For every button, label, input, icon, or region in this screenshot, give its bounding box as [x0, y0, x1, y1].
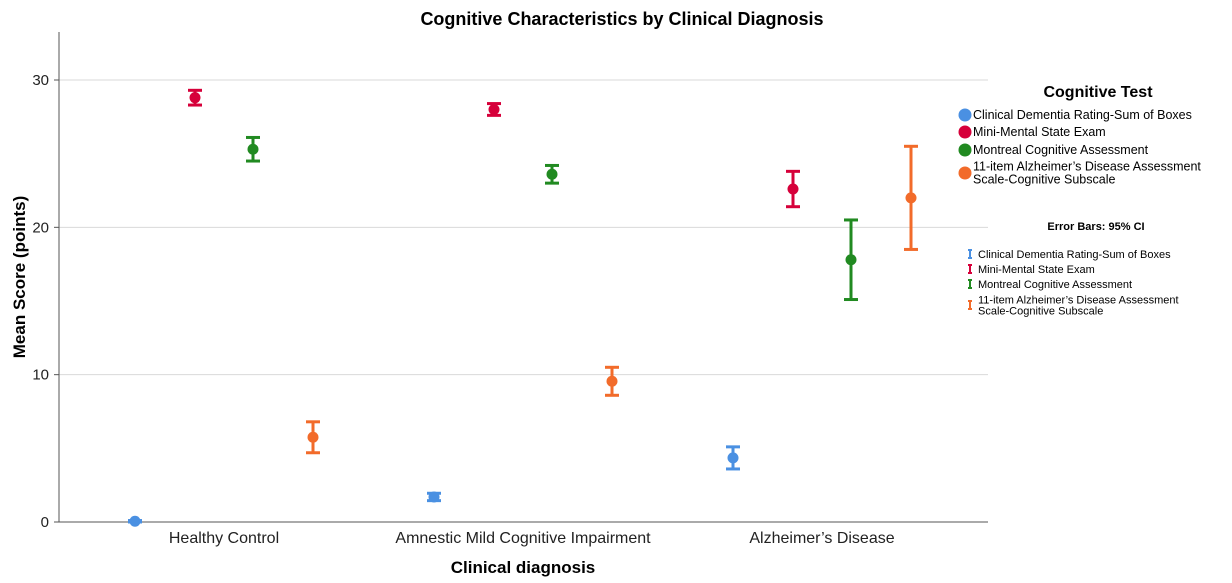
legend-label: Scale-Cognitive Subscale — [973, 173, 1115, 187]
y-axis-title: Mean Score (points) — [10, 196, 29, 358]
legend-label: Montreal Cognitive Assessment — [973, 143, 1149, 157]
series-0-point-1 — [427, 491, 441, 503]
legend-title: Cognitive Test — [1043, 84, 1153, 101]
legend-items: Clinical Dementia Rating-Sum of Boxes Min… — [958, 108, 1201, 187]
legend-item-0: Clinical Dementia Rating-Sum of Boxes — [958, 108, 1192, 122]
series-3-point-2 — [904, 144, 918, 251]
legend-label: Clinical Dementia Rating-Sum of Boxes — [973, 108, 1192, 122]
data-point — [606, 375, 618, 387]
x-axis-title: Clinical diagnosis — [451, 558, 596, 577]
y-tick-label: 0 — [41, 514, 49, 531]
data-point — [307, 431, 319, 443]
series-2-point-0 — [246, 135, 260, 163]
error-bar-legend-items: Clinical Dementia Rating-Sum of Boxes Min… — [968, 249, 1179, 318]
x-category-label: Alzheimer’s Disease — [749, 530, 894, 547]
x-category-label: Amnestic Mild Cognitive Impairment — [395, 530, 651, 547]
data-point — [905, 192, 917, 204]
grid-lines — [59, 79, 988, 376]
error-legend-item-0: Clinical Dementia Rating-Sum of Boxes — [968, 249, 1171, 261]
error-legend-item-1: Mini-Mental State Exam — [968, 264, 1095, 276]
error-legend-label: Scale-Cognitive Subscale — [978, 306, 1103, 318]
series-0-point-2 — [726, 445, 740, 471]
series-1-point-2 — [786, 169, 800, 209]
y-tick-label: 20 — [32, 219, 49, 236]
legend-marker — [958, 166, 972, 180]
error-legend-item-2: Montreal Cognitive Assessment — [968, 279, 1132, 291]
error-legend-item-3: 11-item Alzheimer’s Disease AssessmentSc… — [968, 295, 1179, 318]
data-point — [488, 103, 500, 115]
series-3-point-0 — [306, 420, 320, 455]
legend-marker — [958, 143, 972, 157]
series-1-point-0 — [188, 88, 202, 107]
error-legend-label: 11-item Alzheimer’s Disease Assessment — [978, 295, 1179, 307]
series-1-point-1 — [487, 102, 501, 117]
legend-label: Mini-Mental State Exam — [973, 125, 1106, 139]
x-categories: Healthy Control Amnestic Mild Cognitive I… — [169, 530, 895, 547]
series-2-point-1 — [545, 163, 559, 185]
data-point — [428, 491, 440, 503]
y-ticks: 0 10 20 30 — [32, 72, 59, 531]
data-point — [247, 143, 259, 155]
legend-item-2: Montreal Cognitive Assessment — [958, 143, 1149, 157]
series-3-point-1 — [605, 365, 619, 397]
data-marks — [128, 88, 918, 527]
error-legend-label: Clinical Dementia Rating-Sum of Boxes — [978, 249, 1171, 261]
y-tick-label: 10 — [32, 367, 49, 384]
data-point — [189, 92, 201, 104]
chart-title: Cognitive Characteristics by Clinical Di… — [420, 9, 823, 29]
data-point — [546, 168, 558, 180]
legend-marker — [958, 108, 972, 122]
data-point — [727, 452, 739, 464]
data-point — [787, 183, 799, 195]
data-point — [845, 254, 857, 266]
error-bars-title: Error Bars: 95% CI — [1047, 221, 1144, 233]
legend-item-1: Mini-Mental State Exam — [958, 125, 1106, 139]
legend-label: 11-item Alzheimer’s Disease Assessment — [973, 160, 1201, 174]
x-category-label: Healthy Control — [169, 530, 279, 547]
legend-item-3: 11-item Alzheimer’s Disease AssessmentSc… — [958, 160, 1201, 187]
legend-marker — [958, 125, 972, 139]
error-legend-label: Mini-Mental State Exam — [978, 264, 1095, 276]
y-tick-label: 30 — [32, 72, 49, 89]
series-0-point-0 — [128, 515, 142, 527]
series-2-point-2 — [844, 218, 858, 302]
data-point — [129, 515, 141, 527]
error-legend-label: Montreal Cognitive Assessment — [978, 279, 1132, 291]
legend: Cognitive Test Clinical Dementia Rating-… — [958, 84, 1201, 318]
